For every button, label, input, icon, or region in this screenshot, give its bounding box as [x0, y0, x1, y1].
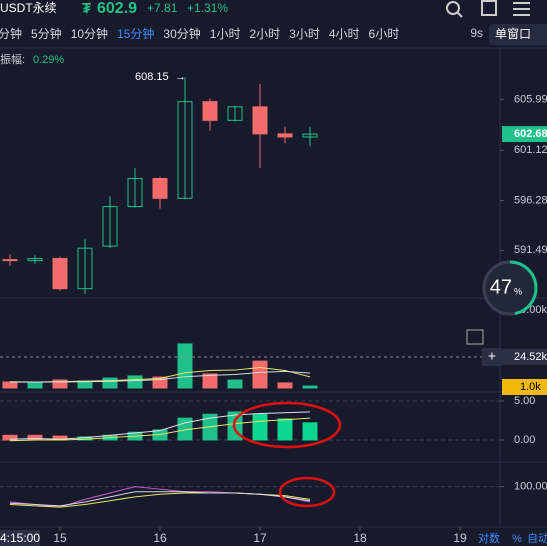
x-tick-label: 15: [53, 531, 67, 545]
change-pct: +1.31%: [187, 1, 228, 15]
high-arrow: →: [175, 71, 186, 83]
indicator-line: [9, 417, 311, 442]
bar: [252, 413, 268, 441]
currency: ₮: [82, 0, 91, 17]
candle-body: [277, 133, 293, 138]
crosshair-badge: [502, 349, 547, 365]
plus: +: [488, 348, 496, 364]
last-badge: [502, 379, 547, 395]
y-tick-label: 605.99: [514, 94, 547, 106]
interval-tab[interactable]: 15分钟: [117, 26, 154, 41]
highlight-circle: [278, 476, 336, 508]
highlight-circle: [232, 401, 342, 449]
window-select[interactable]: [489, 24, 547, 45]
indicator-line: [10, 370, 311, 383]
x-tick-label: 16: [153, 531, 167, 545]
y-tick-label: 596.28: [514, 194, 547, 206]
interval-tab[interactable]: 3小时: [289, 27, 320, 41]
window-label[interactable]: 单窗口: [495, 27, 531, 41]
crosshair-button[interactable]: [482, 348, 502, 366]
y-tick-label: 601.12: [514, 144, 547, 156]
last-label: 1.0k: [520, 381, 541, 393]
candle-body: [152, 178, 168, 199]
interval-tab[interactable]: 1小时: [210, 27, 241, 41]
axis-button[interactable]: 自动: [527, 532, 547, 545]
indicator-line: [9, 491, 311, 507]
bar: [302, 385, 318, 389]
bar: [152, 376, 168, 389]
bar: [277, 382, 293, 389]
cursor-time-bg: [0, 530, 40, 546]
x-tick-label: 17: [253, 531, 267, 545]
bar: [27, 382, 43, 389]
crosshair-label: 24.52k: [514, 351, 547, 363]
candle-body: [102, 206, 118, 247]
cursor-time: 4:15:00: [0, 531, 40, 545]
candle-body: [52, 258, 68, 290]
window-icon[interactable]: [481, 0, 497, 16]
candle-body: [2, 259, 18, 262]
axis-button[interactable]: %: [512, 533, 522, 545]
y-tick-label: 5.00: [514, 395, 535, 407]
interval-tab[interactable]: 2小时: [249, 27, 280, 41]
bar: [302, 422, 318, 441]
bar: [227, 379, 243, 389]
interval-tab[interactable]: 10分钟: [71, 26, 108, 41]
bar: [177, 343, 193, 389]
bar: [102, 377, 118, 389]
candle-body: [177, 101, 193, 199]
bar: [252, 360, 268, 389]
candle-body: [127, 178, 143, 208]
info-label: 振幅:: [0, 52, 25, 66]
x-tick-label: 18: [353, 531, 367, 545]
y-tick-label: 100.00: [514, 481, 547, 493]
candle-body: [77, 247, 93, 290]
expand-icon[interactable]: [466, 329, 484, 345]
price: 602.9: [97, 0, 137, 17]
symbol[interactable]: USDT永续: [0, 1, 57, 15]
candle-body: [202, 101, 218, 121]
x-axis-bg: [0, 528, 547, 546]
candle-body: [252, 106, 268, 135]
interval-tab[interactable]: 6小时: [369, 27, 400, 41]
interval-tab[interactable]: 分钟: [0, 26, 22, 41]
gauge-unit: %: [514, 286, 522, 296]
current-price: 602.68: [514, 128, 547, 140]
high-label: 608.15: [135, 71, 169, 83]
bar: [52, 379, 68, 389]
y-tick-label: 0.00: [514, 434, 535, 446]
gauge-value: 47: [490, 276, 512, 298]
change: +7.81: [147, 1, 178, 15]
y-tick-label: 591.49: [514, 244, 547, 256]
bar: [277, 418, 293, 441]
bar: [2, 434, 18, 441]
candle-body: [27, 258, 43, 262]
interval-tab[interactable]: 4小时: [329, 27, 360, 41]
candle-body: [302, 133, 318, 138]
axis-button[interactable]: 对数: [478, 531, 500, 545]
price-badge: [502, 126, 547, 143]
gauge-arc: [509, 260, 538, 316]
bar: [27, 434, 43, 441]
candle-body: [227, 106, 243, 121]
bar: [127, 375, 143, 389]
info-value: 0.29%: [33, 54, 64, 66]
x-tick-label: 19: [453, 531, 467, 545]
interval-tab[interactable]: 5分钟: [31, 26, 62, 41]
indicator-line: [9, 411, 311, 440]
menu-icon[interactable]: [513, 2, 530, 16]
bar: [2, 381, 18, 389]
bar: [202, 373, 218, 389]
search-icon[interactable]: [446, 1, 463, 18]
interval-tab[interactable]: 30分钟: [163, 26, 200, 41]
refresh[interactable]: 9s: [470, 26, 483, 40]
